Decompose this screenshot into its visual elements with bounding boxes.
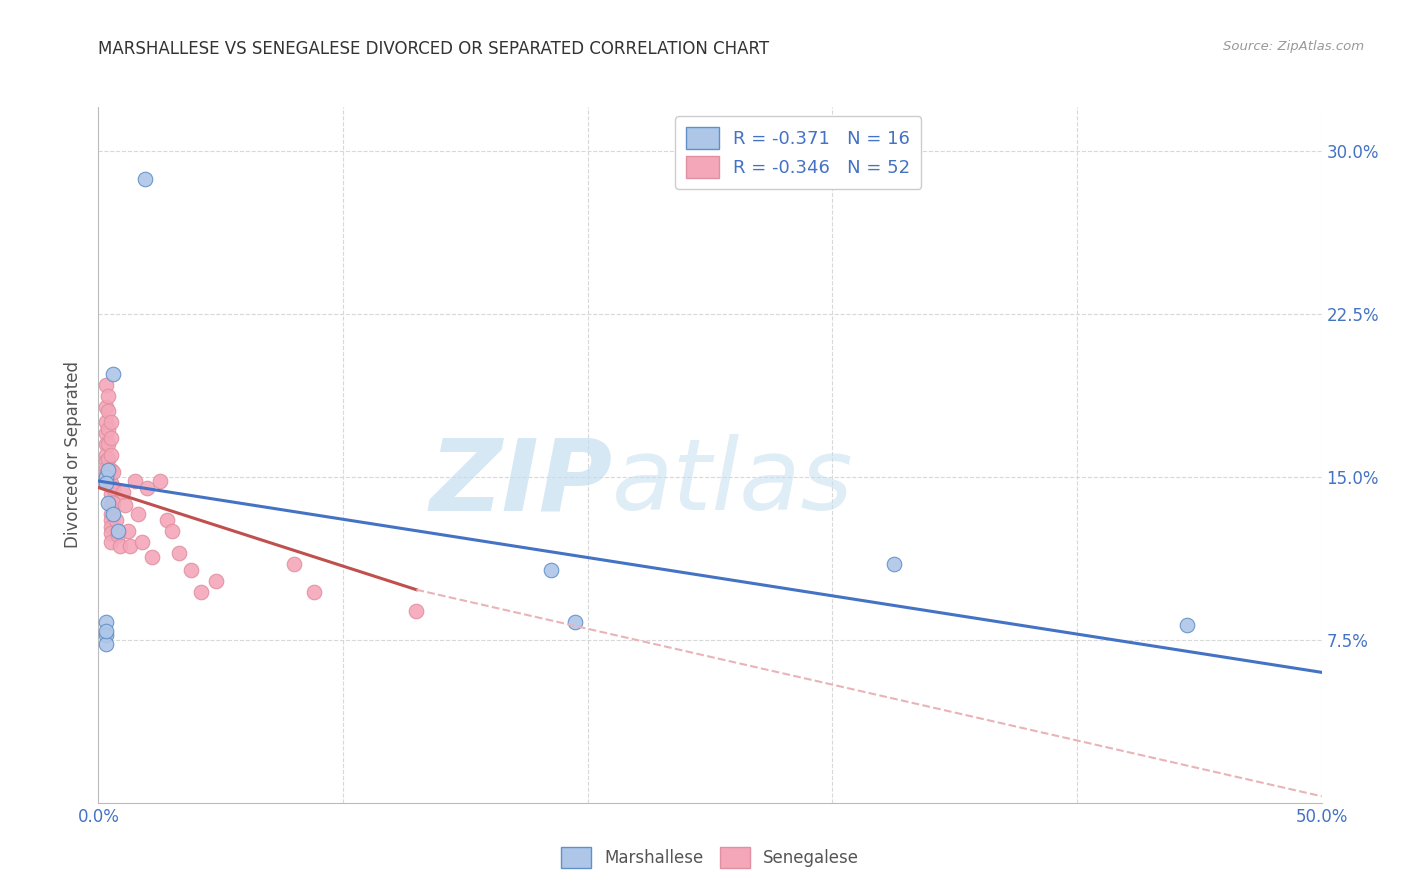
Point [101,466,124,480]
Point [101,368,124,382]
Text: MARSHALLESE VS SENEGALESE DIVORCED OR SEPARATED CORRELATION CHART: MARSHALLESE VS SENEGALESE DIVORCED OR SE… [98,40,769,58]
Point [97,452,120,467]
Point [100,463,122,477]
Point [117,524,139,538]
Point [149,474,172,488]
Point [100,513,122,527]
Point [205,574,228,588]
Point [94,426,117,441]
Point [1175,617,1198,632]
Point [97,389,120,403]
Point [160,524,183,538]
Point [107,528,129,542]
Point [111,484,134,499]
Text: ZIP: ZIP [429,434,612,532]
Point [100,431,122,445]
Point [134,171,156,186]
Point [101,507,124,521]
Legend: Marshallese, Senegalese: Marshallese, Senegalese [554,841,866,874]
Point [114,498,136,512]
Point [101,496,124,510]
Point [100,487,122,501]
Point [94,615,117,630]
Point [94,378,117,392]
Point [141,550,163,565]
Point [97,437,120,451]
Point [94,448,117,462]
Point [167,546,190,560]
Point [136,481,159,495]
Point [94,469,117,483]
Point [94,415,117,429]
Point [120,539,142,553]
Point [100,507,122,521]
Point [94,461,117,475]
Point [101,481,124,495]
Text: atlas: atlas [612,434,853,532]
Point [94,628,117,642]
Point [104,513,127,527]
Point [564,615,586,630]
Point [190,585,212,599]
Point [127,507,149,521]
Point [100,498,122,512]
Point [283,557,305,571]
Point [883,557,905,571]
Point [94,467,117,482]
Point [94,637,117,651]
Point [100,535,122,549]
Point [97,463,120,477]
Point [110,539,132,553]
Point [180,563,202,577]
Point [97,404,120,418]
Point [94,624,117,638]
Text: Source: ZipAtlas.com: Source: ZipAtlas.com [1223,40,1364,54]
Point [405,605,427,619]
Point [131,535,153,549]
Point [94,476,117,491]
Point [156,513,179,527]
Point [100,519,122,533]
Point [124,474,146,488]
Point [540,563,562,577]
Point [100,526,122,541]
Point [94,474,117,488]
Y-axis label: Divorced or Separated: Divorced or Separated [65,361,83,549]
Point [97,422,120,436]
Point [302,585,325,599]
Point [100,476,122,491]
Point [94,454,117,468]
Point [94,437,117,451]
Point [107,524,129,538]
Point [100,415,122,429]
Point [100,448,122,462]
Point [97,496,120,510]
Point [94,400,117,414]
